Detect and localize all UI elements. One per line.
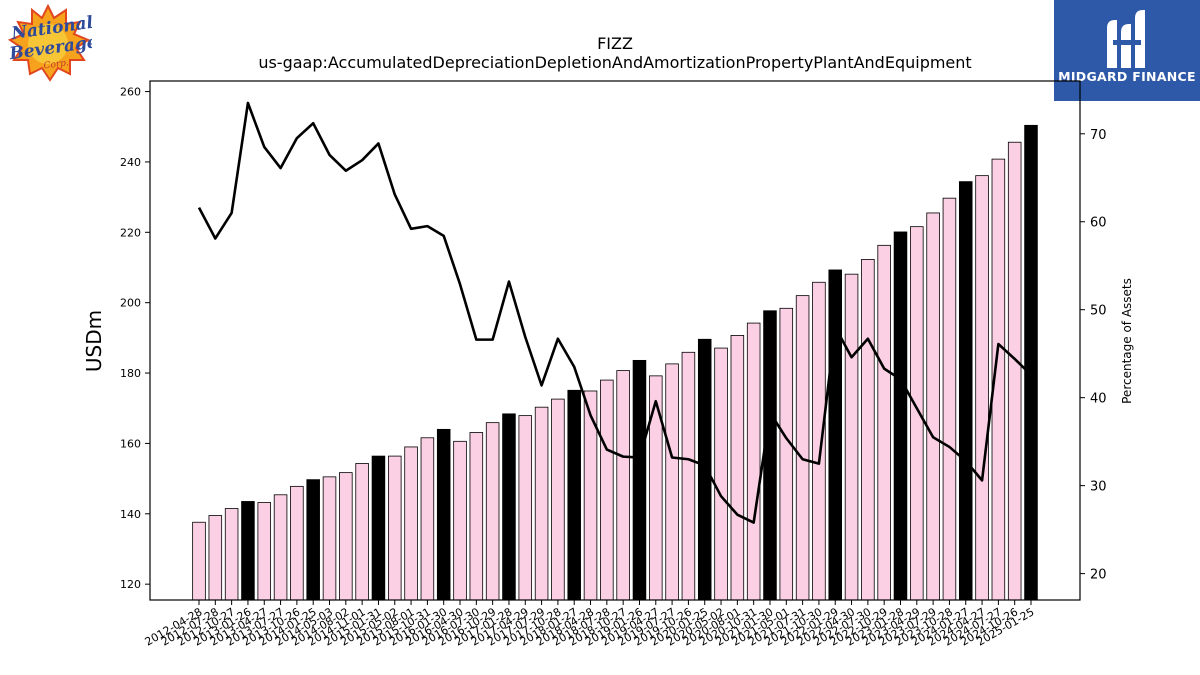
bar [420, 437, 435, 601]
svg-text:Corp.: Corp. [43, 58, 70, 71]
bar-series [192, 124, 1038, 601]
bar [697, 338, 712, 601]
bar [404, 446, 418, 601]
y-axis-left: 120 140 160 180 200 220 240 260 [120, 86, 150, 591]
bar [861, 258, 875, 601]
bar [812, 281, 826, 601]
bar [958, 181, 973, 601]
y-tick-label: 160 [120, 437, 141, 450]
bar [518, 415, 533, 601]
y2-tick-label: 40 [1090, 392, 1107, 407]
bar [469, 432, 484, 601]
bar [795, 295, 810, 601]
y-axis-right: 20 30 40 50 60 70 [1080, 128, 1107, 583]
bar [828, 269, 842, 601]
bar [1024, 124, 1038, 601]
bar [551, 398, 565, 601]
bar [942, 197, 957, 601]
y2-tick-label: 30 [1090, 480, 1107, 495]
bar [534, 406, 549, 601]
y-tick-label: 140 [120, 508, 141, 521]
bar [485, 422, 500, 601]
bar [290, 485, 304, 601]
bar [371, 455, 386, 601]
bar [322, 476, 337, 601]
bar [649, 375, 663, 601]
bar [616, 370, 630, 601]
bar [632, 359, 647, 601]
bar [241, 501, 255, 601]
midgard-logo-text: MIDGARD FINANCE [1058, 69, 1196, 84]
bar [779, 307, 794, 601]
national-beverage-logo: National Beverage Corp. [4, 3, 99, 82]
chart-subtitle: us-gaap:AccumulatedDepreciationDepletion… [258, 53, 971, 72]
bar [567, 389, 581, 601]
percentage-line [197, 101, 1032, 524]
bar [730, 334, 745, 601]
y2-tick-label: 20 [1090, 568, 1107, 583]
bar [844, 273, 859, 601]
y-tick-label: 260 [120, 86, 141, 99]
bar [1007, 141, 1022, 601]
bar [436, 428, 451, 601]
bar [975, 175, 989, 601]
bar [926, 212, 940, 601]
bar [763, 310, 777, 601]
y-tick-label: 180 [120, 367, 141, 380]
bar [355, 463, 369, 601]
bar [877, 244, 891, 601]
bar [192, 521, 206, 601]
y2-axis-label: Percentage of Assets [1120, 278, 1134, 404]
bar [257, 502, 272, 601]
bar [893, 231, 908, 601]
y-axis-label: USDm [82, 310, 106, 372]
y-tick-label: 220 [120, 226, 141, 239]
y-tick-label: 120 [120, 578, 141, 591]
bar [208, 515, 223, 601]
midgard-finance-logo: MIDGARD FINANCE [1054, 0, 1200, 101]
y2-tick-label: 60 [1090, 216, 1107, 231]
bar [453, 440, 467, 601]
midgard-mark-icon [1107, 10, 1145, 68]
plot-frame [149, 80, 1081, 601]
bar [273, 494, 288, 601]
bar [681, 351, 696, 601]
y-tick-label: 200 [120, 297, 141, 310]
y2-tick-label: 50 [1090, 304, 1107, 319]
bar [665, 363, 679, 601]
bar [387, 455, 402, 601]
x-axis: 2012-04-282012-07-282012-10-272013-01-26… [143, 600, 1037, 649]
bar [714, 347, 728, 601]
bar [224, 508, 239, 601]
y-tick-label: 240 [120, 156, 141, 169]
bar [746, 322, 761, 601]
chart-title: FIZZ [597, 34, 633, 53]
bar [600, 379, 614, 601]
bar [502, 413, 516, 601]
bar [306, 479, 320, 601]
y2-tick-label: 70 [1090, 128, 1107, 143]
line-series [197, 101, 1032, 524]
bar [339, 472, 353, 601]
bar [910, 226, 924, 601]
